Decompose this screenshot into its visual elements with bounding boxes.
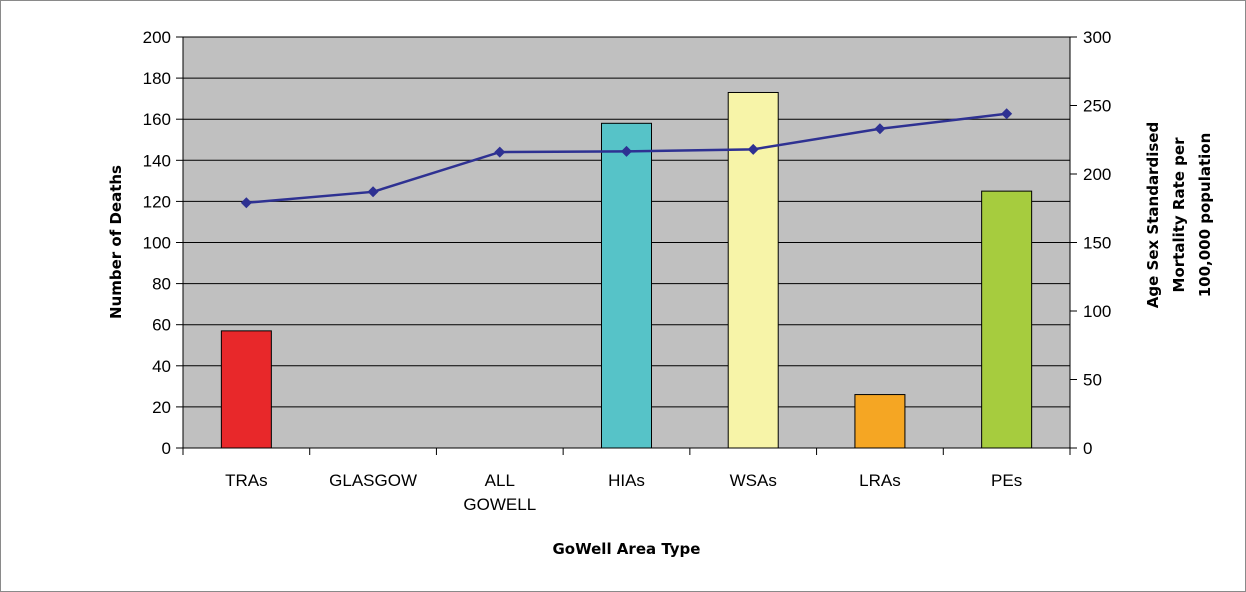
left-axis-tick-label: 20 bbox=[152, 398, 171, 417]
bar-lras bbox=[854, 394, 906, 449]
right-axis-tick-label: 0 bbox=[1083, 439, 1092, 458]
axis-titles: GoWell Area Type Number of Deaths Age Sex … bbox=[107, 122, 1214, 558]
right-axis-tick-label: 200 bbox=[1083, 165, 1111, 184]
right-axis-title-line: Age Sex Standardised bbox=[1144, 122, 1162, 308]
mortality-rate-marker bbox=[494, 146, 506, 158]
right-axis-title-line: 100,000 population bbox=[1196, 133, 1214, 298]
left-axis-tick-label: 80 bbox=[152, 275, 171, 294]
left-axis-tick-label: 40 bbox=[152, 357, 171, 376]
line-series bbox=[240, 108, 1013, 209]
right-axis-tick-label: 50 bbox=[1083, 371, 1102, 390]
x-axis-title: GoWell Area Type bbox=[553, 540, 701, 558]
right-axis-tick-label: 100 bbox=[1083, 302, 1111, 321]
mortality-rate-marker bbox=[240, 197, 252, 209]
x-axis-tick-label: TRAs bbox=[225, 471, 268, 490]
mortality-rate-marker bbox=[1001, 108, 1013, 120]
x-axis-tick-label: HIAs bbox=[608, 471, 645, 490]
bar-tras bbox=[220, 330, 272, 449]
left-axis-tick-label: 120 bbox=[143, 192, 171, 211]
bar-pes bbox=[981, 190, 1033, 449]
left-axis-title: Number of Deaths bbox=[107, 165, 125, 319]
x-axis-tick-label: GOWELL bbox=[463, 495, 536, 514]
x-axis-tick-label: PEs bbox=[991, 471, 1022, 490]
left-axis-tick-label: 0 bbox=[162, 439, 171, 458]
x-axis-tick-label: ALL bbox=[485, 471, 515, 490]
x-axis-tick-label: WSAs bbox=[730, 471, 777, 490]
x-axis-tick-label: GLASGOW bbox=[329, 471, 417, 490]
mortality-rate-marker bbox=[747, 143, 759, 155]
left-axis-tick-label: 180 bbox=[143, 69, 171, 88]
right-axis-tick-label: 300 bbox=[1083, 28, 1111, 47]
right-axis-tick-label: 250 bbox=[1083, 97, 1111, 116]
left-axis-tick-label: 200 bbox=[143, 28, 171, 47]
mortality-rate-marker bbox=[621, 145, 632, 157]
right-axis-title-line: Mortality Rate per bbox=[1170, 137, 1188, 293]
mortality-rate-marker bbox=[874, 123, 886, 135]
mortality-rate-marker bbox=[367, 186, 379, 198]
right-axis-tick-label: 150 bbox=[1083, 234, 1111, 253]
left-axis-tick-label: 60 bbox=[152, 316, 171, 335]
left-axis-tick-label: 100 bbox=[143, 234, 171, 253]
left-axis-tick-label: 160 bbox=[143, 110, 171, 129]
axes: 0 20 40 60 80 100 120 140 160 180 200 0 50 100 150 200 2… bbox=[143, 28, 1112, 514]
left-axis-tick-label: 140 bbox=[143, 151, 171, 170]
bar-hias bbox=[601, 122, 652, 449]
x-axis-tick-label: LRAs bbox=[859, 471, 901, 490]
